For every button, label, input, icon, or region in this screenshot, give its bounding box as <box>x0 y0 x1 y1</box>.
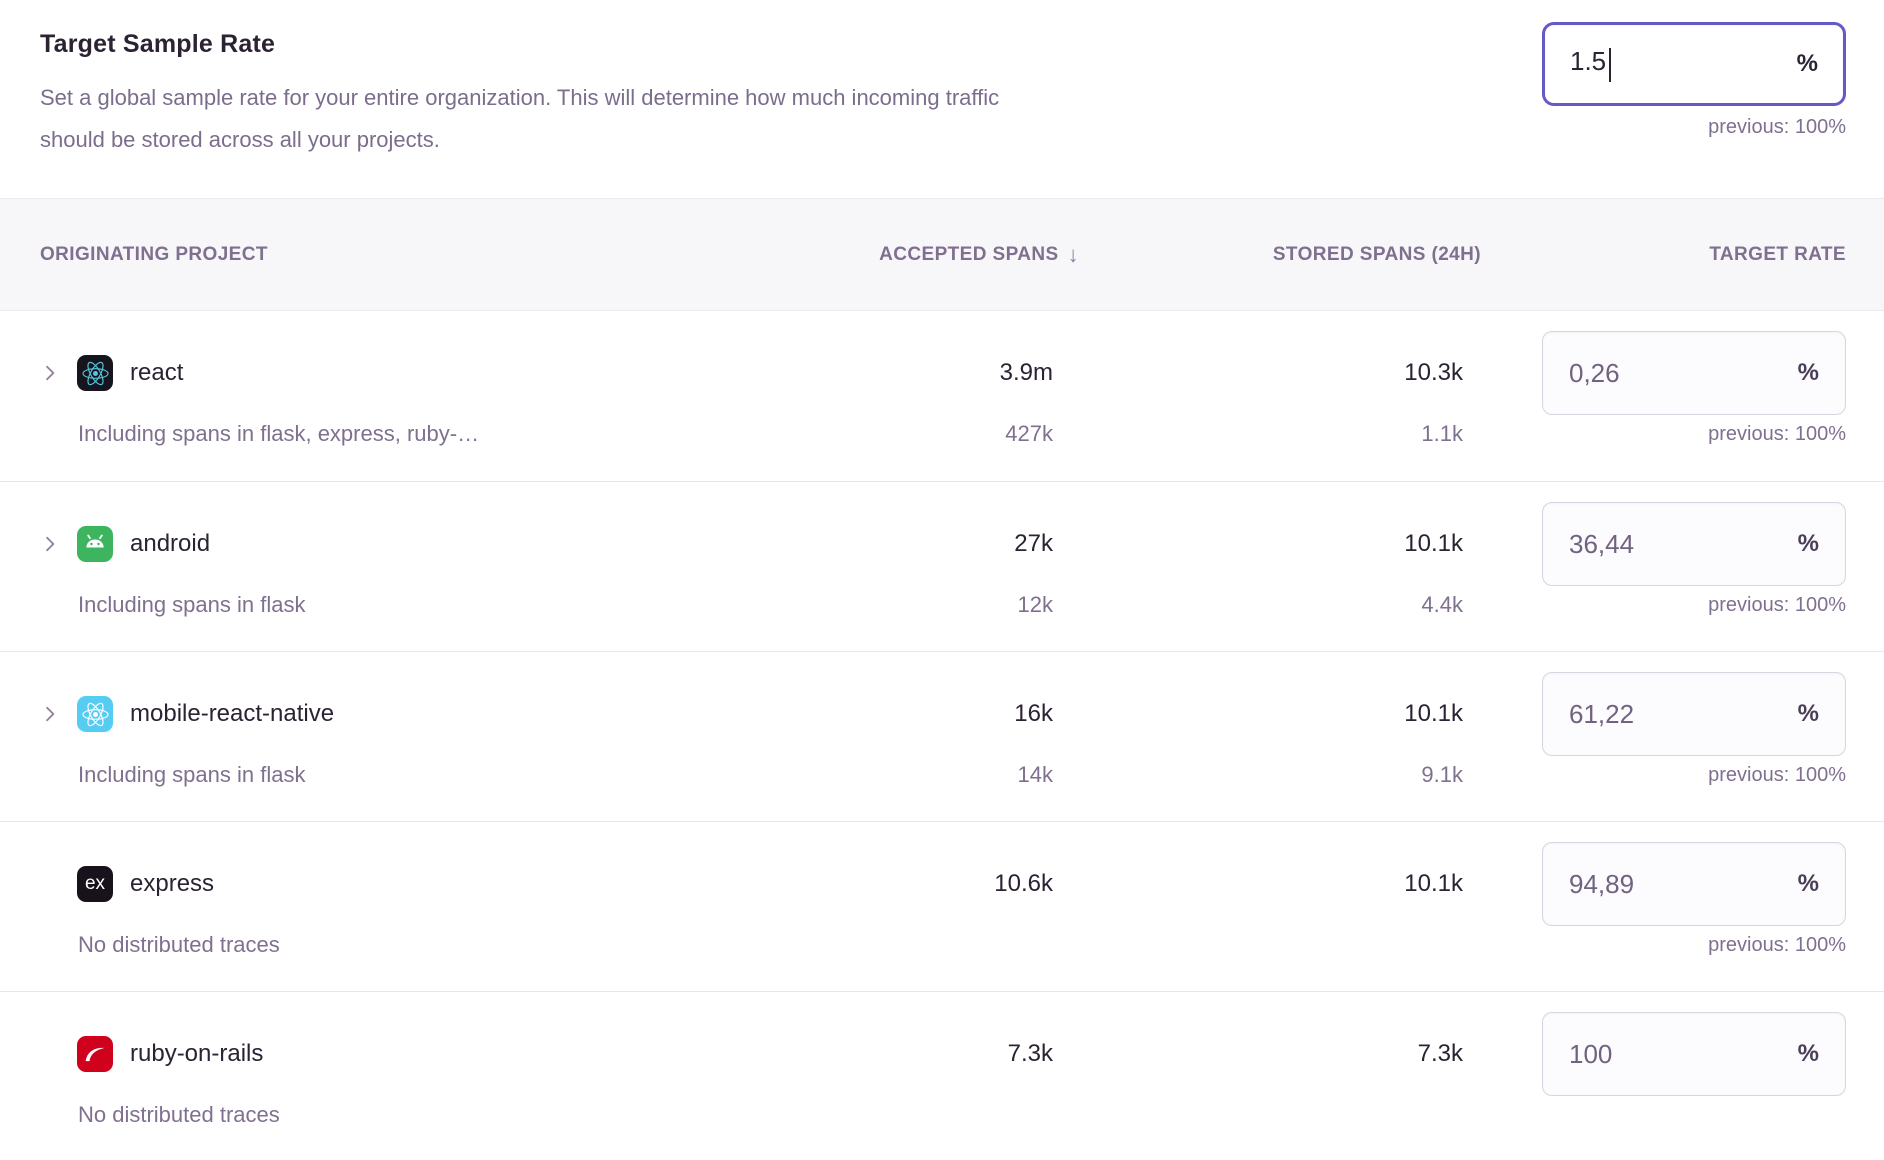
table-row: ex express 10.6k 10.1k 94,89 % No distri… <box>0 821 1884 991</box>
text-caret <box>1609 48 1612 83</box>
previous-rate-label: previous: 100% <box>1708 116 1846 138</box>
react-icon <box>77 355 113 391</box>
target-rate-input[interactable]: 94,89 % <box>1542 842 1846 926</box>
global-rate-input[interactable]: 1.5 % <box>1542 22 1846 106</box>
expand-chevron-icon[interactable] <box>40 704 60 724</box>
project-cell: ruby-on-rails <box>40 1036 749 1072</box>
project-cell: react <box>40 355 749 391</box>
stored-spans-value: 10.1k <box>1404 700 1463 727</box>
previous-rate-label: previous: 100% <box>1708 593 1846 616</box>
table-body: react 3.9m 10.3k 0,26 % Including spans … <box>0 311 1884 1160</box>
previous-rate-label: previous: 100% <box>1708 933 1846 956</box>
target-rate-input[interactable]: 100 % <box>1542 1012 1846 1096</box>
target-rate-input[interactable]: 61,22 % <box>1542 672 1846 756</box>
sort-descending-icon[interactable]: ↓ <box>1067 241 1079 267</box>
percent-suffix: % <box>1797 530 1819 557</box>
table-row: android 27k 10.1k 36,44 % Including span… <box>0 481 1884 651</box>
sub-stored-spans-value: 9.1k <box>1421 762 1463 787</box>
previous-rate-label: previous: 100% <box>1708 763 1846 786</box>
column-header-originating-project: Originating Project <box>40 243 268 265</box>
target-rate-value: 36,44 <box>1569 528 1635 559</box>
accepted-spans-value: 27k <box>1014 530 1053 557</box>
stored-spans-value: 10.1k <box>1404 870 1463 897</box>
accepted-spans-value: 7.3k <box>1007 1040 1053 1067</box>
stored-spans-value: 10.3k <box>1404 359 1463 386</box>
distributed-traces-label: Including spans in flask, express, ruby-… <box>78 421 480 446</box>
accepted-spans-value: 16k <box>1014 700 1053 727</box>
expand-chevron-icon[interactable] <box>40 534 60 554</box>
table-header: Originating Project Accepted Spans ↓ Sto… <box>0 198 1884 311</box>
android-icon <box>77 526 113 562</box>
global-rate-control: 1.5 % previous: 100% <box>1542 22 1846 139</box>
stored-spans-value: 7.3k <box>1417 1040 1463 1067</box>
percent-suffix: % <box>1797 359 1819 386</box>
sub-accepted-spans-value: 12k <box>1017 592 1053 617</box>
table-row: ruby-on-rails 7.3k 7.3k 100 % No distrib… <box>0 991 1884 1160</box>
project-cell: mobile-react-native <box>40 696 749 732</box>
project-name: react <box>130 359 184 386</box>
target-rate-value: 61,22 <box>1569 698 1635 729</box>
target-rate-value: 100 <box>1569 1038 1613 1069</box>
sub-accepted-spans-value: 14k <box>1017 762 1053 787</box>
previous-rate-label: previous: 100% <box>1708 422 1846 445</box>
distributed-traces-label: Including spans in flask <box>78 592 306 617</box>
column-header-stored-spans: Stored Spans (24h) <box>1272 243 1481 265</box>
target-rate-value: 94,89 <box>1569 868 1635 899</box>
sub-stored-spans-value: 1.1k <box>1421 421 1463 446</box>
project-cell: android <box>40 526 749 562</box>
accepted-spans-value: 3.9m <box>999 359 1053 386</box>
ruby-on-rails-icon <box>77 1036 113 1072</box>
distributed-traces-label: No distributed traces <box>78 932 280 957</box>
target-rate-value: 0,26 <box>1569 357 1620 388</box>
table-row: react 3.9m 10.3k 0,26 % Including spans … <box>0 311 1884 481</box>
column-header-target-rate: Target Rate <box>1709 243 1846 265</box>
target-rate-input[interactable]: 36,44 % <box>1542 502 1846 586</box>
accepted-spans-value: 10.6k <box>994 870 1053 897</box>
percent-suffix: % <box>1797 870 1819 897</box>
stored-spans-value: 10.1k <box>1404 530 1463 557</box>
distributed-traces-label: No distributed traces <box>78 1102 280 1127</box>
react-native-icon <box>77 696 113 732</box>
page-description-line1: Set a global sample rate for your entire… <box>40 85 1000 110</box>
project-name: express <box>130 870 215 897</box>
column-header-accepted-spans[interactable]: Accepted Spans ↓ <box>879 241 1079 267</box>
sub-accepted-spans-value: 427k <box>1005 421 1053 446</box>
percent-suffix: % <box>1797 1040 1819 1067</box>
page-description: Set a global sample rate for your entire… <box>40 77 1460 161</box>
project-name: ruby-on-rails <box>130 1040 264 1067</box>
distributed-traces-label: Including spans in flask <box>78 762 306 787</box>
global-rate-value: 1.5 <box>1570 45 1607 76</box>
percent-suffix: % <box>1796 50 1818 77</box>
sub-stored-spans-value: 4.4k <box>1421 592 1463 617</box>
project-name: mobile-react-native <box>130 700 335 727</box>
page-description-line2: should be stored across all your project… <box>40 127 440 152</box>
project-name: android <box>130 530 211 557</box>
percent-suffix: % <box>1797 700 1819 727</box>
expand-chevron-icon[interactable] <box>40 363 60 383</box>
target-rate-input[interactable]: 0,26 % <box>1542 331 1846 415</box>
express-icon: ex <box>77 866 113 902</box>
page-title: Target Sample Rate <box>40 30 276 58</box>
target-sample-rate-section: Target Sample Rate Set a global sample r… <box>0 0 1884 198</box>
project-cell: ex express <box>40 866 749 902</box>
table-row: mobile-react-native 16k 10.1k 61,22 % In… <box>0 651 1884 821</box>
